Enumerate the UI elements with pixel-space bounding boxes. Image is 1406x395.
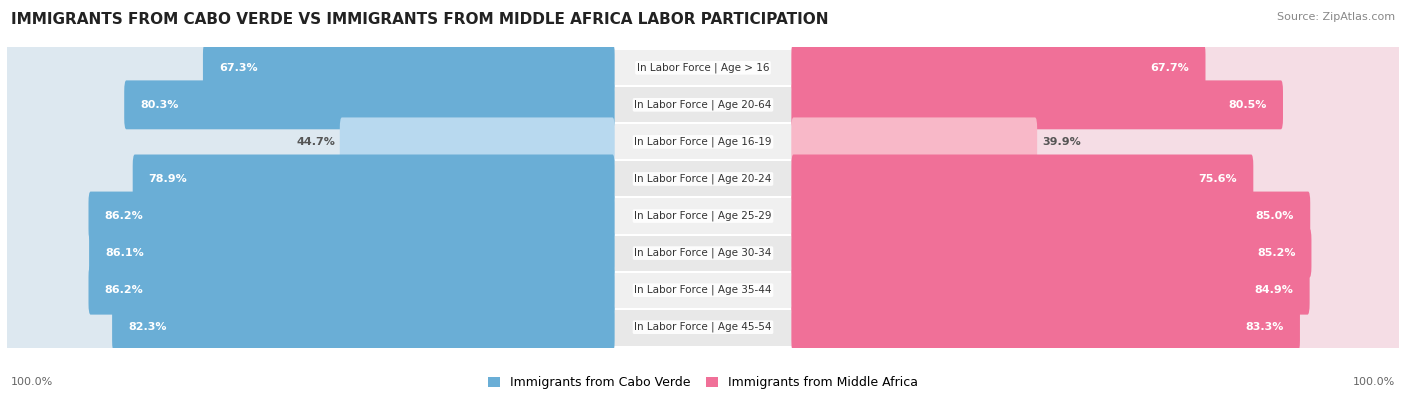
Text: 82.3%: 82.3%: [128, 322, 167, 332]
FancyBboxPatch shape: [792, 192, 1400, 241]
FancyBboxPatch shape: [124, 81, 614, 129]
FancyBboxPatch shape: [792, 81, 1400, 129]
Text: 86.1%: 86.1%: [105, 248, 143, 258]
FancyBboxPatch shape: [89, 229, 614, 278]
Text: In Labor Force | Age > 16: In Labor Force | Age > 16: [637, 62, 769, 73]
Text: In Labor Force | Age 16-19: In Labor Force | Age 16-19: [634, 137, 772, 147]
Text: 100.0%: 100.0%: [11, 377, 53, 387]
FancyBboxPatch shape: [6, 303, 614, 352]
FancyBboxPatch shape: [112, 303, 614, 352]
Text: 67.3%: 67.3%: [219, 63, 257, 73]
Text: Source: ZipAtlas.com: Source: ZipAtlas.com: [1277, 12, 1395, 22]
FancyBboxPatch shape: [202, 43, 614, 92]
Bar: [7, 123, 1399, 160]
FancyBboxPatch shape: [792, 117, 1400, 166]
FancyBboxPatch shape: [792, 229, 1312, 278]
Bar: [7, 308, 1399, 346]
Bar: [7, 198, 1399, 235]
Text: 44.7%: 44.7%: [297, 137, 335, 147]
Text: 39.9%: 39.9%: [1042, 137, 1081, 147]
Text: 83.3%: 83.3%: [1246, 322, 1284, 332]
Text: 84.9%: 84.9%: [1254, 285, 1294, 295]
FancyBboxPatch shape: [792, 117, 1038, 166]
FancyBboxPatch shape: [792, 43, 1400, 92]
Bar: [7, 235, 1399, 272]
FancyBboxPatch shape: [792, 154, 1400, 203]
FancyBboxPatch shape: [792, 266, 1400, 314]
FancyBboxPatch shape: [792, 154, 1253, 203]
FancyBboxPatch shape: [6, 117, 614, 166]
Text: 67.7%: 67.7%: [1150, 63, 1189, 73]
Text: 86.2%: 86.2%: [104, 211, 143, 221]
FancyBboxPatch shape: [89, 266, 614, 314]
Text: In Labor Force | Age 35-44: In Labor Force | Age 35-44: [634, 285, 772, 295]
FancyBboxPatch shape: [6, 266, 614, 314]
FancyBboxPatch shape: [6, 43, 614, 92]
FancyBboxPatch shape: [792, 81, 1284, 129]
Text: 80.5%: 80.5%: [1229, 100, 1267, 110]
Text: IMMIGRANTS FROM CABO VERDE VS IMMIGRANTS FROM MIDDLE AFRICA LABOR PARTICIPATION: IMMIGRANTS FROM CABO VERDE VS IMMIGRANTS…: [11, 12, 828, 27]
FancyBboxPatch shape: [6, 229, 614, 278]
Text: 85.2%: 85.2%: [1257, 248, 1295, 258]
FancyBboxPatch shape: [792, 266, 1309, 314]
Text: 85.0%: 85.0%: [1256, 211, 1295, 221]
FancyBboxPatch shape: [792, 303, 1400, 352]
FancyBboxPatch shape: [792, 192, 1310, 241]
Text: 80.3%: 80.3%: [141, 100, 179, 110]
Text: In Labor Force | Age 30-34: In Labor Force | Age 30-34: [634, 248, 772, 258]
Text: In Labor Force | Age 20-24: In Labor Force | Age 20-24: [634, 174, 772, 184]
FancyBboxPatch shape: [6, 192, 614, 241]
FancyBboxPatch shape: [792, 229, 1400, 278]
FancyBboxPatch shape: [6, 154, 614, 203]
Legend: Immigrants from Cabo Verde, Immigrants from Middle Africa: Immigrants from Cabo Verde, Immigrants f…: [488, 376, 918, 389]
Text: In Labor Force | Age 45-54: In Labor Force | Age 45-54: [634, 322, 772, 333]
Bar: [7, 160, 1399, 198]
Text: 78.9%: 78.9%: [149, 174, 187, 184]
Text: 100.0%: 100.0%: [1353, 377, 1395, 387]
Text: 86.2%: 86.2%: [104, 285, 143, 295]
FancyBboxPatch shape: [89, 192, 614, 241]
FancyBboxPatch shape: [792, 303, 1301, 352]
FancyBboxPatch shape: [340, 117, 614, 166]
FancyBboxPatch shape: [132, 154, 614, 203]
Bar: [7, 49, 1399, 87]
FancyBboxPatch shape: [6, 81, 614, 129]
FancyBboxPatch shape: [792, 43, 1205, 92]
Bar: [7, 87, 1399, 123]
Text: In Labor Force | Age 20-64: In Labor Force | Age 20-64: [634, 100, 772, 110]
Bar: [7, 272, 1399, 308]
Text: 75.6%: 75.6%: [1199, 174, 1237, 184]
Text: In Labor Force | Age 25-29: In Labor Force | Age 25-29: [634, 211, 772, 221]
